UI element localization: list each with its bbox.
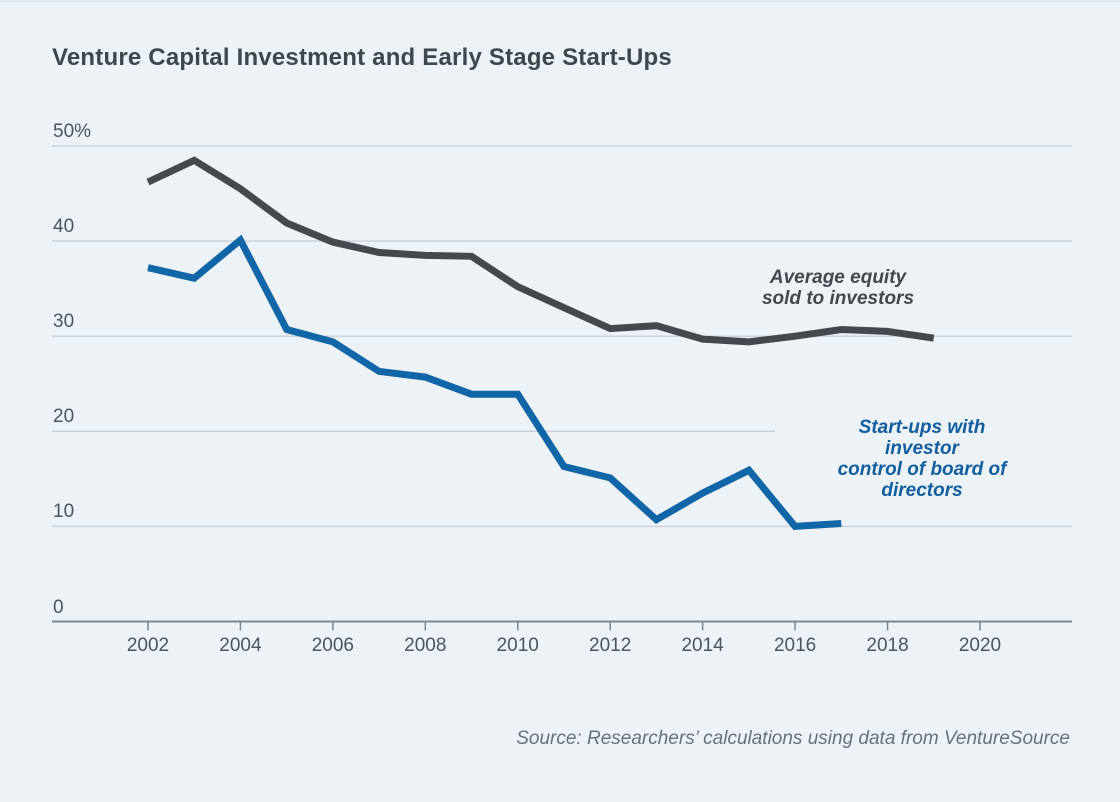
y-axis-label-0: 0 (53, 596, 64, 618)
board-control-line (147, 234, 842, 531)
series-label-average-equity: Average equity sold to investors (761, 267, 915, 309)
x-axis-label-2002: 2002 (126, 635, 170, 656)
x-axis-label-2010: 2010 (496, 635, 539, 656)
x-axis-label-2008: 2008 (404, 635, 447, 656)
y-axis-label-50: 50% (53, 121, 92, 142)
y-axis-label-20: 20 (53, 406, 75, 428)
chart-title: Venture Capital Investment and Early Sta… (52, 44, 672, 71)
x-axis-label-2014: 2014 (681, 635, 724, 656)
x-axis-label-2006: 2006 (311, 635, 355, 656)
y-axis-label-40: 40 (53, 216, 75, 238)
x-axis-label-2016: 2016 (773, 635, 817, 656)
x-axis-label-2012: 2012 (589, 635, 632, 656)
x-axis-label-2020: 2020 (958, 635, 1002, 656)
x-axis-label-2004: 2004 (219, 635, 262, 656)
series-label-startups-board-control: Start-ups with investor control of board… (837, 417, 1007, 501)
y-axis-label-30: 30 (53, 311, 75, 333)
x-axis-label-2018: 2018 (866, 635, 909, 656)
equity-sold-line (146, 156, 935, 346)
source-note: Source: Researchers’ calculations using … (516, 728, 1070, 749)
y-axis-label-10: 10 (53, 501, 75, 523)
